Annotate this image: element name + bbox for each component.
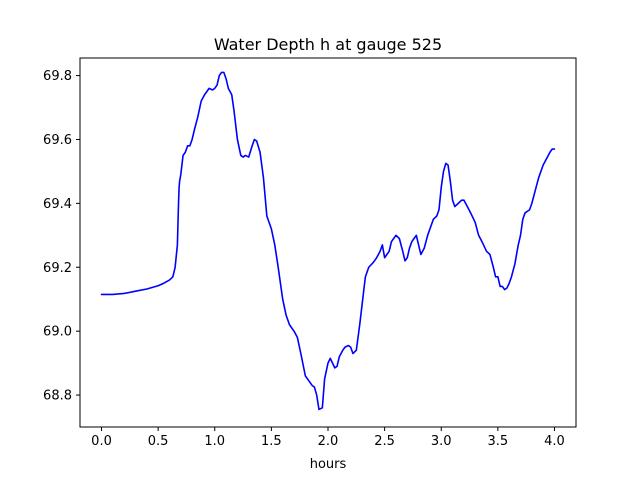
x-tick-label: 0.5 (148, 434, 169, 449)
x-tick-label: 0.0 (91, 434, 112, 449)
series-line (100, 71, 556, 411)
y-tick-label: 69.6 (43, 133, 72, 148)
plot-area (80, 58, 576, 427)
x-tick-label: 2.5 (374, 434, 395, 449)
x-tick-label: 3.5 (488, 434, 509, 449)
x-tick-label: 3.0 (431, 434, 452, 449)
y-tick-label: 69.8 (43, 69, 72, 84)
y-tick-label: 68.8 (43, 389, 72, 404)
y-tick-label: 69.4 (43, 197, 72, 212)
y-tick-label: 69.2 (43, 261, 72, 276)
chart-title: Water Depth h at gauge 525 (214, 35, 442, 54)
y-tick-label: 69.0 (43, 325, 72, 340)
x-axis-label: hours (310, 457, 347, 472)
x-tick-label: 1.5 (261, 434, 282, 449)
x-tick-label: 1.0 (204, 434, 225, 449)
x-tick-label: 4.0 (544, 434, 565, 449)
x-tick-label: 2.0 (318, 434, 339, 449)
